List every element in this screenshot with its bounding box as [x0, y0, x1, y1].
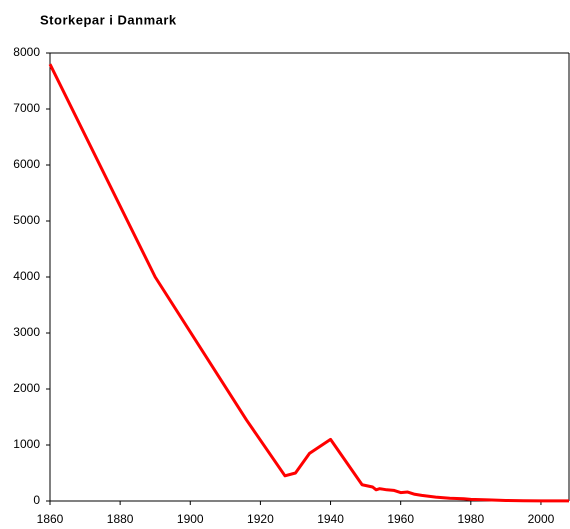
x-tick-label: 1900	[177, 512, 204, 526]
data-line	[48, 63, 570, 503]
y-tick-label: 7000	[13, 101, 40, 115]
x-tick-label: 1860	[37, 512, 64, 526]
y-tick-label: 4000	[13, 269, 40, 283]
y-tick-label: 3000	[13, 325, 40, 339]
x-tick-label: 1920	[247, 512, 274, 526]
y-tick-label: 8000	[13, 45, 40, 59]
x-tick-label: 1960	[387, 512, 414, 526]
x-tick-label: 1980	[457, 512, 484, 526]
y-tick-label: 2000	[13, 381, 40, 395]
y-tick-label: 5000	[13, 213, 40, 227]
x-tick-label: 2000	[528, 512, 555, 526]
x-tick-label: 1880	[107, 512, 134, 526]
x-tick-label: 1940	[317, 512, 344, 526]
chart-title: Storkepar i Danmark	[40, 12, 177, 27]
y-tick-label: 1000	[13, 437, 40, 451]
y-tick-label: 6000	[13, 157, 40, 171]
y-tick-label: 0	[33, 493, 40, 507]
